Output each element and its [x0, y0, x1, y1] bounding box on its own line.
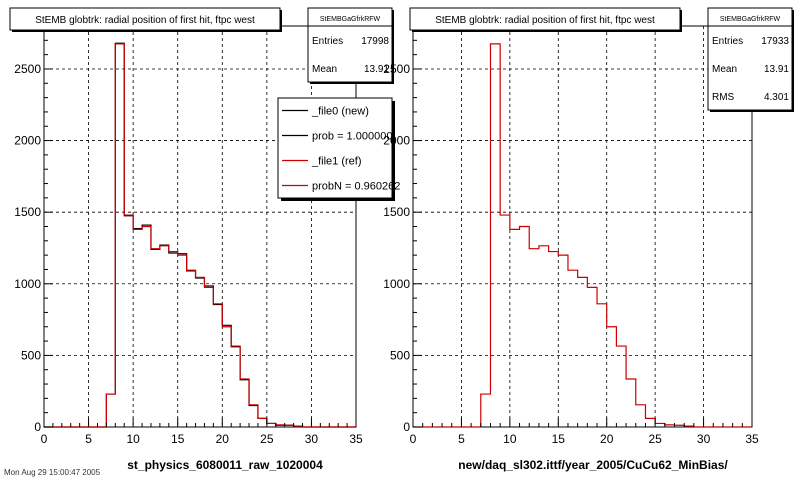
stats-value: 13.91 — [364, 64, 389, 75]
stats-label: Entries — [712, 36, 743, 47]
x-axis-label: new/daq_sl302.ittf/year_2005/CuCu62_MinB… — [458, 458, 728, 472]
y-tick-label: 2000 — [14, 134, 41, 148]
histogram-series-1 — [413, 43, 752, 428]
chart-title: StEMB globtrk: radial position of first … — [35, 15, 255, 26]
stats-header: StEMBGaGfrkRFW — [720, 16, 781, 23]
y-tick-label: 1500 — [14, 205, 41, 219]
histogram-series-2 — [44, 43, 356, 428]
y-tick-label: 0 — [34, 420, 41, 434]
title-box — [409, 7, 681, 31]
stats-box — [307, 7, 393, 83]
y-tick-label: 1000 — [383, 277, 410, 291]
x-tick-label: 5 — [458, 432, 465, 446]
plot-frame — [43, 25, 357, 428]
x-tick-label: 35 — [745, 432, 759, 446]
stats-header: StEMBGaGfrkRFW — [320, 16, 381, 23]
chart-title: StEMB globtrk: radial position of first … — [435, 15, 655, 26]
x-tick-label: 15 — [552, 432, 566, 446]
footer-timestamp: Mon Aug 29 15:00:47 2005 — [4, 468, 101, 477]
x-tick-label: 25 — [260, 432, 274, 446]
chart-panel-1: 0 5 10 15 20 25 30 35 0 500 1000 1500 2000 2500 st_phy… — [9, 7, 400, 472]
x-tick-label: 30 — [697, 432, 711, 446]
title-box — [9, 7, 281, 31]
x-tick-label: 0 — [41, 432, 48, 446]
x-tick-label: 15 — [171, 432, 185, 446]
stats-value: 17998 — [361, 36, 389, 47]
plot-frame — [412, 25, 753, 428]
x-axis-label: st_physics_6080011_raw_1020004 — [127, 458, 323, 472]
y-tick-label: 1000 — [14, 277, 41, 291]
x-tick-label: 0 — [410, 432, 417, 446]
x-tick-label: 20 — [216, 432, 230, 446]
chart-panel-2: 0 5 10 15 20 25 30 35 0 500 1000 1500 2000 2500 new/da… — [383, 7, 794, 472]
x-tick-label: 20 — [600, 432, 614, 446]
y-tick-label: 1500 — [383, 205, 410, 219]
y-tick-label: 2500 — [14, 62, 41, 76]
y-tick-label: 2000 — [383, 134, 410, 148]
x-tick-label: 10 — [126, 432, 140, 446]
legend-label: _file1 (ref) — [311, 156, 362, 168]
x-tick-label: 5 — [85, 432, 92, 446]
x-tick-label: 10 — [503, 432, 517, 446]
legend-label: probN = 0.960262 — [312, 181, 400, 193]
x-tick-label: 30 — [305, 432, 319, 446]
stats-value: 4.301 — [764, 92, 789, 103]
stats-value: 17933 — [761, 36, 789, 47]
legend-label: prob = 1.000000 — [312, 131, 392, 143]
stats-label: Mean — [312, 64, 337, 75]
legend-label: _file0 (new) — [311, 106, 369, 118]
stats-label: Entries — [312, 36, 343, 47]
stats-value: 13.91 — [764, 64, 789, 75]
y-tick-label: 0 — [403, 420, 410, 434]
stats-box — [707, 7, 793, 111]
stats-label: RMS — [712, 92, 735, 103]
y-tick-label: 500 — [390, 348, 410, 362]
y-tick-label: 500 — [21, 348, 41, 362]
legend: _file0 (new) prob = 1.000000 _file1 (ref) p… — [277, 97, 400, 201]
x-tick-label: 25 — [648, 432, 662, 446]
legend-box — [277, 97, 393, 199]
x-tick-label: 35 — [349, 432, 363, 446]
y-tick-label: 2500 — [383, 62, 410, 76]
stats-label: Mean — [712, 64, 737, 75]
